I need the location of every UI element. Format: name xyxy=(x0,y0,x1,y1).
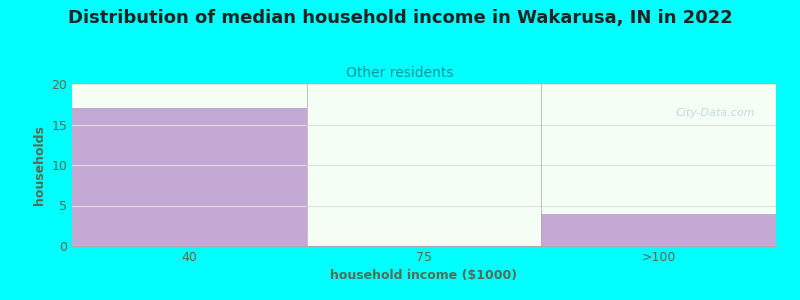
Text: Distribution of median household income in Wakarusa, IN in 2022: Distribution of median household income … xyxy=(68,9,732,27)
Bar xyxy=(542,214,776,246)
X-axis label: household income ($1000): household income ($1000) xyxy=(330,269,518,282)
Bar xyxy=(72,108,306,246)
Y-axis label: households: households xyxy=(33,125,46,205)
Text: City-Data.com: City-Data.com xyxy=(675,108,755,118)
Text: Other residents: Other residents xyxy=(346,66,454,80)
